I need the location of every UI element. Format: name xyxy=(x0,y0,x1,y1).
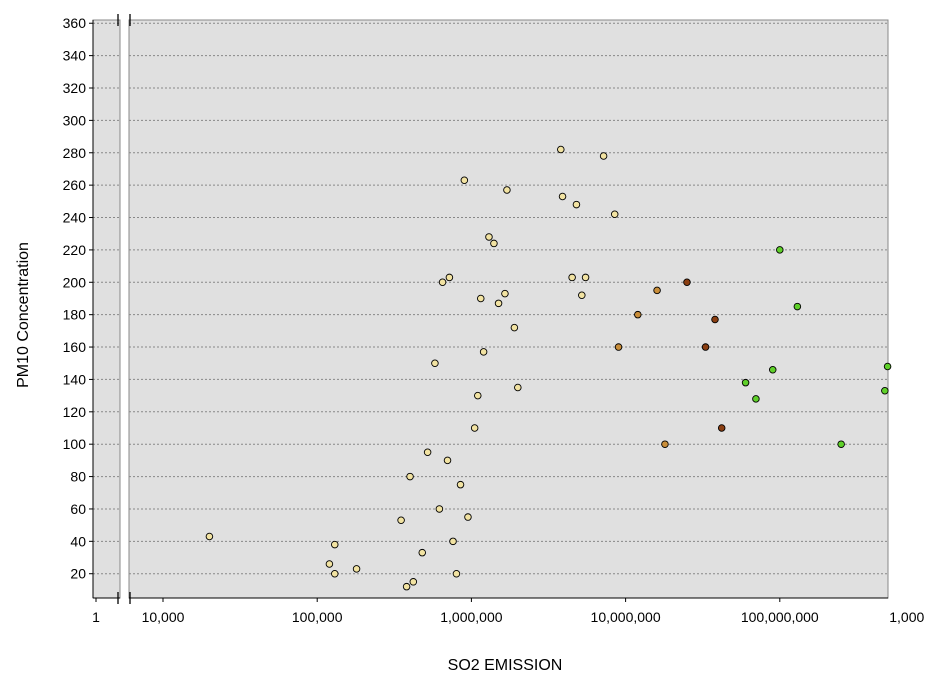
data-point xyxy=(776,246,784,254)
x-tick-label: 10,000,000 xyxy=(591,609,661,625)
x-tick-label: 100,000 xyxy=(292,609,343,625)
data-point xyxy=(423,448,432,457)
y-tick-label: 240 xyxy=(63,210,87,226)
data-point xyxy=(406,472,414,481)
data-point xyxy=(558,192,567,201)
data-point xyxy=(568,273,576,282)
data-point xyxy=(701,343,710,351)
data-points xyxy=(205,145,892,591)
data-point xyxy=(599,152,608,160)
data-point xyxy=(683,278,691,287)
data-point xyxy=(464,513,472,521)
x-tick-label: 100,000,000 xyxy=(741,609,819,625)
data-point xyxy=(752,395,760,403)
data-point xyxy=(331,540,339,549)
data-point xyxy=(711,315,719,324)
data-point xyxy=(474,391,482,400)
data-point xyxy=(445,273,454,282)
data-point xyxy=(661,440,669,448)
data-point xyxy=(443,456,452,465)
x-tick-label: 10,000 xyxy=(142,609,185,625)
x-axis-title: SO2 EMISSION xyxy=(448,657,563,674)
data-point xyxy=(402,582,411,591)
data-point xyxy=(431,359,439,367)
data-point xyxy=(883,362,892,371)
y-tick-label: 280 xyxy=(63,145,87,161)
data-point xyxy=(485,233,493,241)
y-tick-label: 120 xyxy=(63,404,87,420)
data-point xyxy=(331,569,339,578)
data-point xyxy=(477,294,485,303)
plot-background xyxy=(92,19,889,599)
data-point xyxy=(452,569,461,578)
y-tick-label: 40 xyxy=(70,533,86,549)
data-point xyxy=(456,480,465,489)
y-tick-label: 100 xyxy=(63,436,87,452)
data-point xyxy=(438,278,447,287)
y-tick-label: 340 xyxy=(63,48,87,64)
plot-area-left xyxy=(92,19,121,599)
y-tick-label: 200 xyxy=(63,274,87,290)
data-point xyxy=(418,548,426,557)
data-point xyxy=(409,578,418,586)
y-tick-label: 140 xyxy=(63,371,87,387)
x-tick-label: 1,000,000 xyxy=(440,609,502,625)
data-point xyxy=(510,323,519,332)
y-tick-label: 20 xyxy=(70,566,86,582)
axes xyxy=(89,12,888,606)
y-tick-label: 180 xyxy=(63,307,87,323)
data-point xyxy=(470,424,479,432)
data-point xyxy=(793,302,802,311)
y-tick-label: 160 xyxy=(63,339,87,355)
data-point xyxy=(514,383,522,392)
data-point xyxy=(397,516,405,525)
y-tick-label: 360 xyxy=(63,15,87,31)
data-point xyxy=(557,145,565,154)
plot-area-main xyxy=(128,19,889,599)
y-tick-label: 80 xyxy=(70,469,86,485)
data-point xyxy=(501,289,509,298)
data-point xyxy=(449,537,457,546)
data-point xyxy=(741,378,750,387)
data-point xyxy=(653,286,661,295)
data-point xyxy=(460,176,469,185)
x-tick-label: 1 xyxy=(92,609,100,625)
data-point xyxy=(768,365,777,374)
data-point xyxy=(503,186,511,194)
y-tick-label: 60 xyxy=(70,501,86,517)
x-tick-label: 1,000,000,000 xyxy=(889,609,925,625)
data-point xyxy=(325,560,334,568)
y-axis-title: PM10 Concentration xyxy=(15,242,32,388)
data-point xyxy=(837,440,845,448)
y-tick-label: 300 xyxy=(63,112,87,128)
data-point xyxy=(717,424,726,432)
y-tick-labels: 20 40 60 80 100 120 140 160 180 200 220 240 260 280 30… xyxy=(63,15,87,581)
axis-break-gap xyxy=(120,12,129,606)
x-tick-labels: 1 10,000 100,000 1,000,000 10,000,000 100,000… xyxy=(92,609,925,625)
data-point xyxy=(490,239,498,248)
data-point xyxy=(581,273,590,282)
data-point xyxy=(881,387,889,395)
data-point xyxy=(205,532,214,541)
data-point xyxy=(435,505,444,513)
gridlines xyxy=(93,22,888,575)
data-point xyxy=(610,210,619,219)
data-point xyxy=(494,299,503,308)
y-tick-label: 260 xyxy=(63,177,87,193)
data-point xyxy=(572,200,581,209)
data-point xyxy=(578,291,586,299)
data-point xyxy=(634,310,642,319)
y-tick-label: 320 xyxy=(63,80,87,96)
data-point xyxy=(352,565,361,573)
y-tick-label: 220 xyxy=(63,242,87,258)
data-point xyxy=(614,343,623,351)
data-point xyxy=(479,348,488,356)
